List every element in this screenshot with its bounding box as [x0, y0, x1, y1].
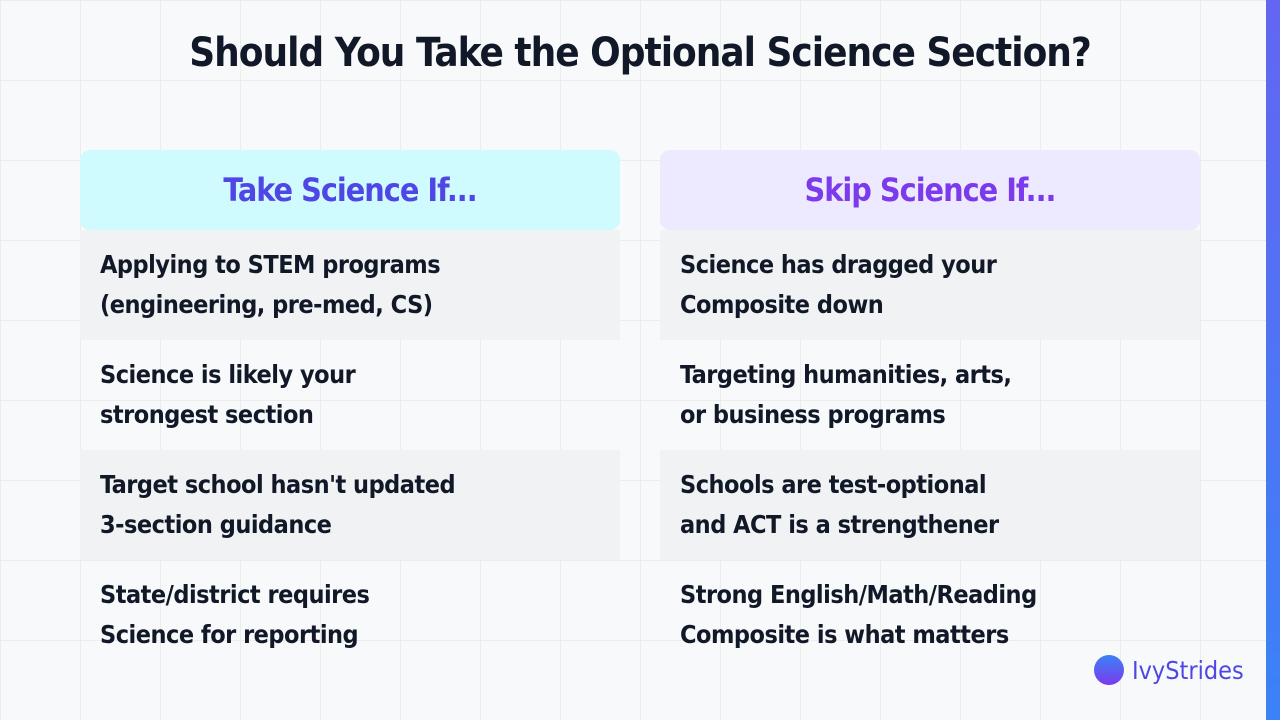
item-line: Science has dragged your — [680, 250, 997, 279]
item-line: Targeting humanities, arts, — [680, 360, 1012, 389]
item-line: Applying to STEM programs — [100, 250, 441, 279]
brand: IvyStrides — [1094, 655, 1244, 685]
title: Should You Take the Optional Science Sec… — [189, 30, 1092, 76]
item-line: Composite down — [680, 290, 884, 319]
item-line: Target school hasn't updated — [100, 470, 456, 499]
logo — [1094, 655, 1124, 685]
item-list: Science has dragged your Composite down Ta… — [660, 230, 1200, 670]
item: Target school hasn't updated 3-section gu… — [80, 450, 620, 560]
column-heading: Take Science If... — [80, 150, 620, 230]
item: State/district requires Science for repor… — [80, 560, 620, 670]
item-line: (engineering, pre-med, CS) — [100, 290, 433, 319]
item: Science is likely your strongest section — [80, 340, 620, 450]
item-list: Applying to STEM programs (engineering, p… — [80, 230, 620, 670]
item: Applying to STEM programs (engineering, p… — [80, 230, 620, 340]
item-line: Schools are test-optional — [680, 470, 987, 499]
item-line: State/district requires — [100, 580, 370, 609]
item-line: Composite is what matters — [680, 620, 1009, 649]
item: Science has dragged your Composite down — [660, 230, 1200, 340]
accent-bar — [1266, 0, 1280, 720]
item-line: Science is likely your — [100, 360, 356, 389]
column-heading: Skip Science If... — [660, 150, 1200, 230]
brand-name: IvyStrides — [1132, 655, 1244, 685]
item-line: 3-section guidance — [100, 510, 332, 539]
item-line: strongest section — [100, 400, 314, 429]
item-line: Science for reporting — [100, 620, 359, 649]
item-line: or business programs — [680, 400, 946, 429]
column: Skip Science If... Science has dragged yo… — [660, 150, 1200, 670]
column: Take Science If... Applying to STEM progr… — [80, 150, 620, 670]
item-line: and ACT is a strengthener — [680, 510, 999, 539]
item: Schools are test-optional and ACT is a st… — [660, 450, 1200, 560]
item: Strong English/Math/Reading Composite is … — [660, 560, 1200, 670]
item: Targeting humanities, arts, or business p… — [660, 340, 1200, 450]
item-line: Strong English/Math/Reading — [680, 580, 1037, 609]
